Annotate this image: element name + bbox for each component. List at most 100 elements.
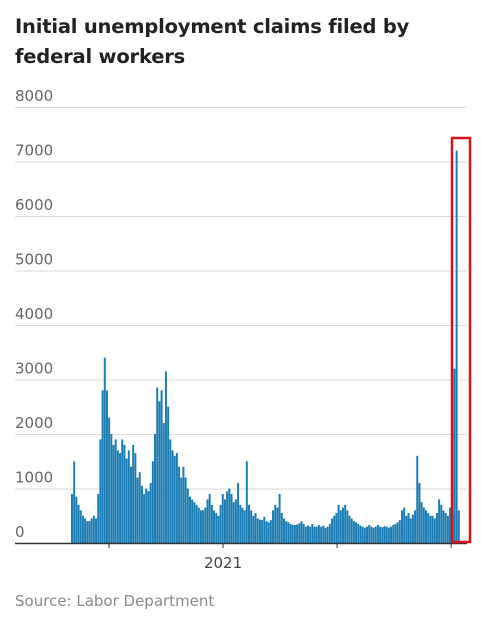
bar	[180, 477, 183, 543]
bar	[116, 450, 119, 543]
bar	[337, 504, 340, 543]
bar	[162, 423, 165, 543]
bar	[429, 515, 432, 543]
bar	[403, 507, 406, 543]
bar	[228, 488, 231, 543]
bar	[114, 439, 117, 543]
bar	[108, 417, 111, 543]
bar	[374, 526, 377, 543]
bar	[121, 439, 124, 543]
bar	[280, 513, 283, 543]
bar	[178, 466, 181, 543]
bar	[272, 510, 275, 543]
bar	[394, 523, 397, 543]
bar	[143, 493, 146, 543]
bar	[372, 527, 375, 543]
bar	[243, 510, 246, 543]
bar	[335, 513, 338, 543]
bar	[186, 488, 189, 543]
bar	[344, 504, 347, 543]
bar	[313, 526, 316, 543]
bar	[287, 522, 290, 543]
bar	[431, 515, 434, 543]
bar	[363, 527, 366, 543]
bar	[322, 525, 325, 543]
bar	[407, 513, 410, 543]
bar	[385, 526, 388, 543]
bar	[446, 515, 449, 543]
bar	[416, 455, 419, 543]
x-axis-ticks	[108, 543, 452, 548]
bar	[433, 518, 436, 543]
bar	[250, 510, 253, 543]
bar	[103, 357, 106, 543]
bar	[300, 521, 303, 543]
bar	[438, 499, 441, 543]
bar	[219, 504, 222, 543]
bar	[226, 491, 229, 543]
bars	[71, 150, 460, 544]
bar	[99, 439, 102, 543]
y-tick-label: 0	[15, 523, 25, 541]
bar	[173, 455, 176, 543]
bar	[95, 518, 98, 543]
gridlines	[15, 107, 467, 490]
bar	[256, 518, 259, 543]
bar	[154, 434, 157, 543]
bar	[182, 466, 185, 543]
y-tick-label: 2000	[15, 414, 53, 432]
bar	[189, 496, 191, 543]
bar	[304, 526, 307, 543]
bar	[361, 526, 364, 543]
bar	[252, 515, 255, 543]
bar	[92, 515, 95, 543]
bar	[248, 504, 250, 543]
y-tick-label: 5000	[15, 251, 53, 269]
bar	[457, 510, 460, 543]
bar	[132, 444, 135, 543]
bar	[411, 514, 414, 543]
bar	[296, 524, 299, 543]
bar	[265, 521, 268, 543]
bar	[112, 444, 115, 543]
bar	[217, 515, 220, 543]
bar	[158, 401, 161, 543]
bar	[278, 493, 281, 543]
bar	[138, 472, 141, 543]
x-tick-label: 2021	[204, 554, 242, 572]
bar	[193, 502, 196, 544]
bar	[383, 526, 386, 543]
bar	[90, 518, 93, 543]
bar	[125, 458, 128, 543]
bar	[328, 523, 331, 543]
bar	[71, 493, 73, 543]
bar	[199, 510, 202, 543]
y-tick-label: 7000	[15, 142, 53, 160]
bar	[368, 525, 371, 543]
bar	[324, 527, 327, 543]
bar	[341, 507, 344, 543]
y-tick-label: 1000	[15, 469, 53, 487]
bar	[274, 504, 277, 543]
bar	[414, 510, 417, 543]
bar	[77, 504, 80, 543]
bar	[81, 515, 84, 543]
y-axis-labels: 0 1000 2000 3000 4000 5000 6000 7000 8000	[15, 87, 53, 541]
bar	[206, 499, 209, 543]
bar	[311, 523, 314, 543]
bar	[221, 493, 224, 543]
y-tick-label: 4000	[15, 305, 53, 323]
bar	[79, 510, 82, 543]
bar	[110, 434, 113, 543]
bar	[291, 525, 294, 543]
bar	[149, 483, 152, 543]
bar	[309, 526, 312, 543]
highlight-box	[450, 136, 472, 544]
bar	[425, 510, 427, 543]
bar	[331, 518, 334, 543]
bar	[234, 499, 237, 543]
bar	[440, 504, 443, 543]
bar	[167, 406, 170, 543]
bar	[204, 507, 207, 543]
bar	[455, 150, 458, 543]
